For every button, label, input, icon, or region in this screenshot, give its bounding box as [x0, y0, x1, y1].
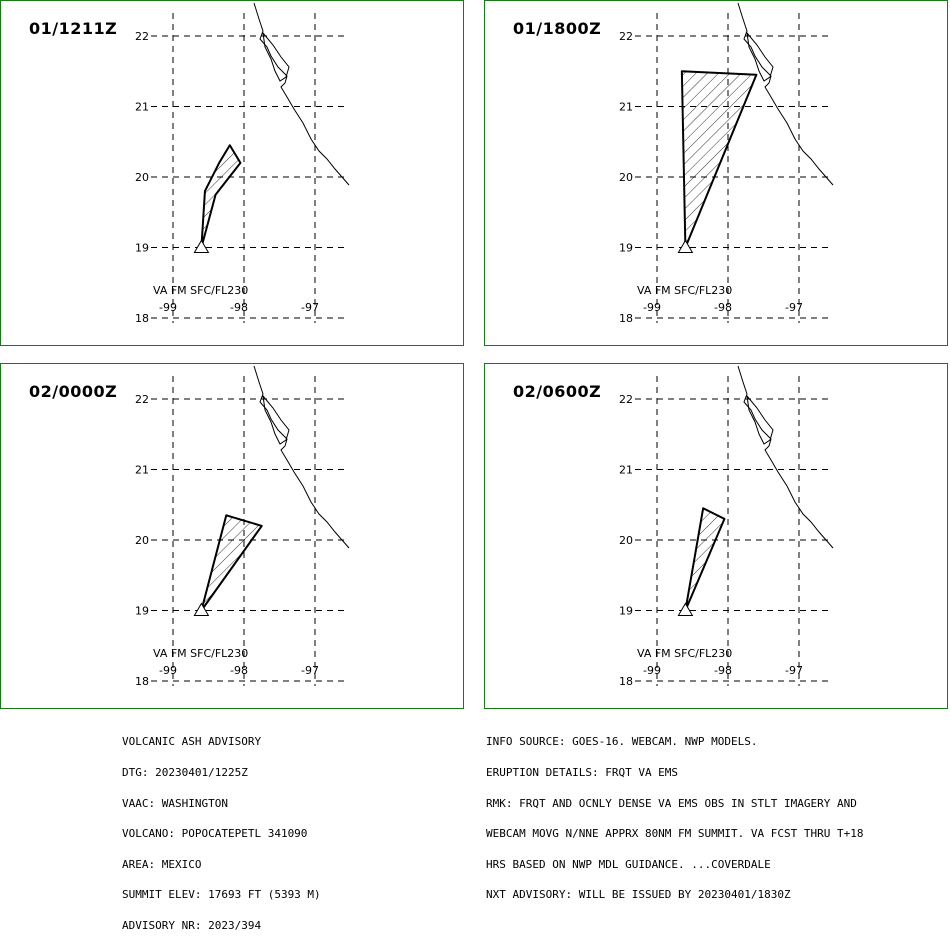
latitude-label: 18 [135, 312, 149, 325]
next-advisory: NXT ADVISORY: WILL BE ISSUED BY 20230401… [486, 888, 791, 902]
latitude-label: 20 [135, 534, 149, 547]
latitude-label: 21 [135, 464, 149, 477]
latitude-label: 22 [135, 393, 149, 406]
latitude-label: 20 [619, 534, 633, 547]
advisory-area: AREA: MEXICO [122, 857, 202, 871]
volcano-marker-icon [677, 239, 694, 253]
latitude-label: 19 [135, 242, 149, 255]
info-source: INFO SOURCE: GOES-16. WEBCAM. NWP MODELS… [486, 735, 758, 749]
lagoon-outline [262, 31, 290, 82]
panel-time: 02/0600Z [513, 382, 602, 401]
forecast-panel-2: 01/1800Z 22 21 20 19 18 VA FM SFC/FL230 -99 -98… [484, 0, 948, 346]
lagoon-outline [746, 31, 774, 82]
longitude-label: -97 [301, 301, 319, 314]
ash-cloud-polygon [200, 144, 242, 249]
eruption-details: ERUPTION DETAILS: FRQT VA EMS [486, 766, 679, 779]
longitude-label: -97 [785, 301, 803, 314]
longitude-label: -98 [714, 664, 732, 677]
latitude-label: 22 [619, 393, 633, 406]
latitude-label: 21 [619, 464, 633, 477]
ash-cloud-polygon [200, 514, 263, 612]
latitude-label: 21 [619, 101, 633, 114]
lagoon-outline [746, 394, 774, 445]
remarks-line-1: RMK: FRQT AND OCNLY DENSE VA EMS OBS IN … [486, 796, 857, 810]
lat-lon-grid [151, 13, 346, 323]
advisory-title: VOLCANIC ASH ADVISORY [122, 735, 262, 749]
forecast-panel-4: 02/0600Z 22 21 20 19 18 VA FM SFC/FL230 -99 -98… [484, 363, 948, 709]
remarks-line-2: WEBCAM MOVG N/NNE APPRX 80NM FM SUMMIT. … [486, 827, 864, 841]
remarks-line-3: HRS BASED ON NWP MDL GUIDANCE. ...COVERD… [486, 857, 771, 871]
advisory-info-block: INFO SOURCE: GOES-16. WEBCAM. NWP MODELS… [486, 717, 864, 911]
forecast-panel-3: 02/0000Z 22 21 20 19 18 VA FM SFC/FL230 -99 -98… [0, 363, 464, 709]
coastline [737, 365, 834, 549]
coastline [253, 365, 350, 549]
latitude-label: 19 [135, 605, 149, 618]
latitude-label: 18 [619, 312, 633, 325]
ash-layer-label: VA FM SFC/FL230 [637, 284, 732, 297]
ash-cloud-polygon [684, 507, 726, 612]
panel-time: 02/0000Z [29, 382, 118, 401]
latitude-label: 22 [619, 30, 633, 43]
lat-lon-grid [635, 376, 830, 686]
forecast-panel-1: 01/1211Z 22 21 20 19 18 VA FM SFC/FL230 -99 -98… [0, 0, 464, 346]
panel-time: 01/1800Z [513, 19, 602, 38]
map-svg: 22 21 20 19 18 VA FM SFC/FL230 -99 -98 -97 [619, 365, 834, 688]
ash-layer-label: VA FM SFC/FL230 [153, 647, 248, 660]
ash-cloud-polygon [680, 70, 758, 249]
advisory-vaac: VAAC: WASHINGTON [122, 796, 228, 810]
latitude-label: 18 [619, 675, 633, 688]
lat-lon-grid [635, 13, 830, 323]
coastline [253, 2, 350, 186]
advisory-summit: SUMMIT ELEV: 17693 FT (5393 M) [122, 888, 321, 902]
map-svg: 22 21 20 19 18 VA FM SFC/FL230 -99 -98 -97 [135, 2, 350, 325]
lagoon-outline [262, 394, 290, 445]
volcano-marker-icon [193, 239, 210, 253]
ash-layer-label: VA FM SFC/FL230 [637, 647, 732, 660]
panel-time: 01/1211Z [29, 19, 118, 38]
longitude-label: -97 [301, 664, 319, 677]
longitude-label: -99 [159, 301, 177, 314]
longitude-label: -99 [159, 664, 177, 677]
advisory-dtg: DTG: 20230401/1225Z [122, 766, 248, 779]
volcano-marker-icon [193, 602, 210, 616]
longitude-label: -99 [643, 664, 661, 677]
ash-layer-label: VA FM SFC/FL230 [153, 284, 248, 297]
advisory-volcano: VOLCANO: POPOCATEPETL 341090 [122, 827, 308, 841]
latitude-label: 19 [619, 605, 633, 618]
longitude-label: -97 [785, 664, 803, 677]
coastline [737, 2, 834, 186]
latitude-label: 19 [619, 242, 633, 255]
map-svg: 22 21 20 19 18 VA FM SFC/FL230 -99 -98 -97 [135, 365, 350, 688]
longitude-label: -99 [643, 301, 661, 314]
latitude-label: 20 [619, 171, 633, 184]
advisory-header-block: VOLCANIC ASH ADVISORY DTG: 20230401/1225… [122, 717, 321, 941]
volcano-marker-icon [677, 602, 694, 616]
longitude-label: -98 [714, 301, 732, 314]
latitude-label: 18 [135, 675, 149, 688]
map-svg: 22 21 20 19 18 VA FM SFC/FL230 -99 -98 -97 [619, 2, 834, 325]
latitude-label: 20 [135, 171, 149, 184]
latitude-label: 22 [135, 30, 149, 43]
latitude-label: 21 [135, 101, 149, 114]
longitude-label: -98 [230, 664, 248, 677]
longitude-label: -98 [230, 301, 248, 314]
advisory-number: ADVISORY NR: 2023/394 [122, 918, 262, 932]
